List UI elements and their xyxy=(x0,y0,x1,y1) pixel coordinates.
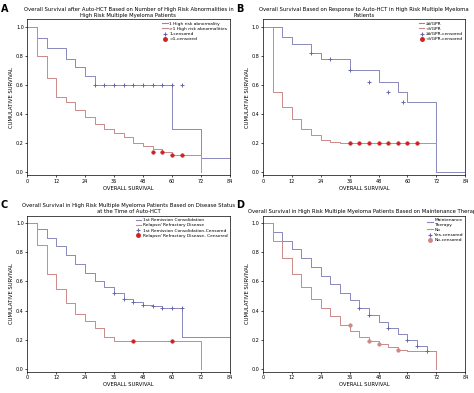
Y-axis label: CUMULATIVE SURVIVAL: CUMULATIVE SURVIVAL xyxy=(9,67,14,128)
Y-axis label: CUMULATIVE SURVIVAL: CUMULATIVE SURVIVAL xyxy=(245,67,250,128)
Text: A: A xyxy=(1,4,9,14)
Legend: Maintenance
Therapy, No, Yes-censored, No-censored: Maintenance Therapy, No, Yes-censored, N… xyxy=(427,217,464,243)
Text: D: D xyxy=(237,200,245,210)
Title: Overall Survival after Auto-HCT Based on Number of High Risk Abnormalities in
Hi: Overall Survival after Auto-HCT Based on… xyxy=(24,7,233,18)
Legend: 1st Remission Consolidation, Relapse/ Refractory Disease, 1st Remission Consolid: 1st Remission Consolidation, Relapse/ Re… xyxy=(135,217,228,239)
Text: C: C xyxy=(1,200,8,210)
Legend: 1 High risk abnormality, >1 High risk abnormalities, 1-censored, >1-censored: 1 High risk abnormality, >1 High risk ab… xyxy=(162,21,228,42)
Title: Overall Survival Based on Response to Auto-HCT in High Risk Multiple Myeloma
Pat: Overall Survival Based on Response to Au… xyxy=(259,7,469,18)
Y-axis label: CUMULATIVE SURVIVAL: CUMULATIVE SURVIVAL xyxy=(245,263,250,324)
X-axis label: OVERALL SURVIVAL: OVERALL SURVIVAL xyxy=(103,382,154,387)
Legend: ≥VGPR, <VGPR, ≥VGPR-censored, <VGPR-censored: ≥VGPR, <VGPR, ≥VGPR-censored, <VGPR-cens… xyxy=(418,21,464,42)
X-axis label: OVERALL SURVIVAL: OVERALL SURVIVAL xyxy=(103,186,154,191)
X-axis label: OVERALL SURVIVAL: OVERALL SURVIVAL xyxy=(339,382,390,387)
Title: Overall Survival in High Risk Multiple Myeloma Patients Based on Disease Status
: Overall Survival in High Risk Multiple M… xyxy=(22,203,235,214)
Y-axis label: CUMULATIVE SURVIVAL: CUMULATIVE SURVIVAL xyxy=(9,263,14,324)
Text: B: B xyxy=(237,4,244,14)
Title: Overall Survival in High Risk Multiple Myeloma Patients Based on Maintenance The: Overall Survival in High Risk Multiple M… xyxy=(248,209,474,214)
X-axis label: OVERALL SURVIVAL: OVERALL SURVIVAL xyxy=(339,186,390,191)
